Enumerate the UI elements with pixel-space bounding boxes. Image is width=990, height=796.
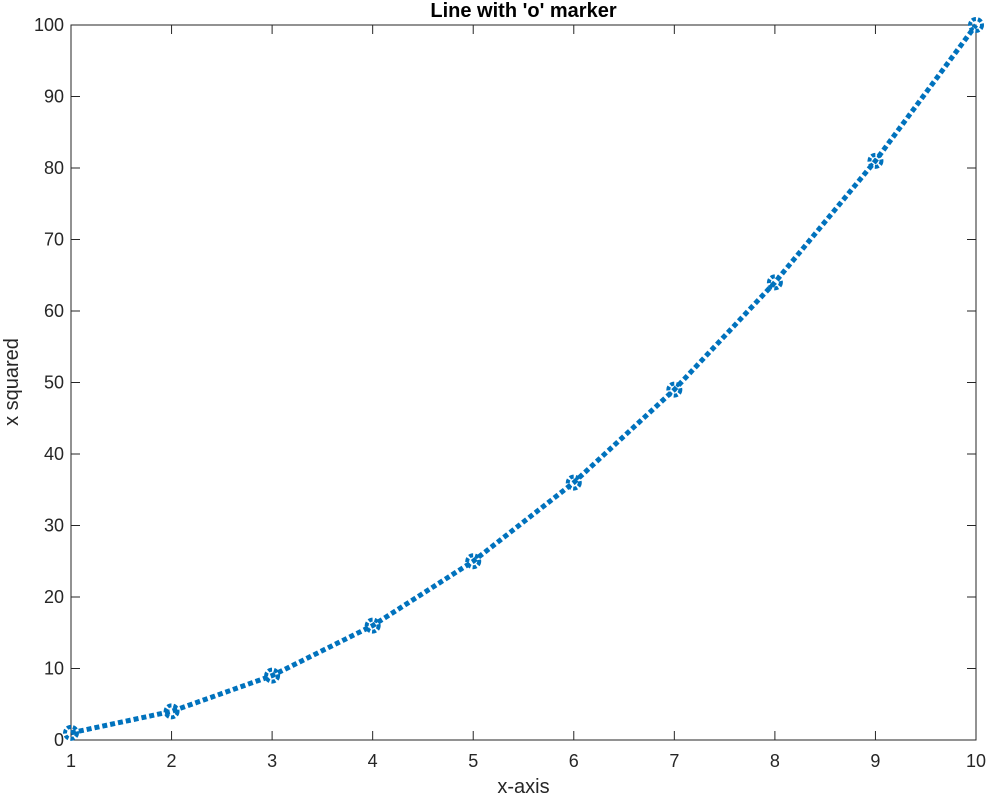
y-tick-label: 40: [44, 444, 64, 464]
y-tick-label: 70: [44, 230, 64, 250]
data-point-marker: [264, 667, 281, 684]
x-tick-label: 7: [669, 751, 679, 771]
x-tick-label: 2: [167, 751, 177, 771]
data-point-marker: [666, 381, 683, 398]
y-tick-label: 30: [44, 516, 64, 536]
x-tick-label: 1: [66, 751, 76, 771]
data-point-marker: [163, 703, 180, 720]
plot-area: [70, 24, 977, 741]
x-tick-label: 6: [569, 751, 579, 771]
x-tick-label: 8: [770, 751, 780, 771]
x-tick-label: 10: [966, 751, 986, 771]
data-point-marker: [968, 17, 984, 33]
y-tick-label: 50: [44, 373, 64, 393]
data-point-marker: [565, 474, 582, 491]
series-layer: [63, 17, 984, 741]
y-tick-label: 20: [44, 587, 64, 607]
y-tick-label: 80: [44, 158, 64, 178]
chart-title: Line with 'o' marker: [430, 0, 616, 22]
data-point-marker: [63, 724, 79, 741]
y-tick-label: 100: [34, 15, 64, 35]
axes-box: [70, 24, 977, 741]
y-tick-label: 90: [44, 87, 64, 107]
data-point-marker: [766, 274, 783, 291]
series-line: [70, 23, 979, 736]
x-tick-label: 5: [468, 751, 478, 771]
data-point-marker: [364, 617, 381, 634]
y-tick-label: 60: [44, 301, 64, 321]
y-tick-label: 10: [44, 659, 64, 679]
x-axis-label: x-axis: [497, 776, 549, 796]
x-tick-label: 4: [368, 751, 378, 771]
y-tick-label: 0: [54, 730, 64, 750]
x-tick-label: 9: [870, 751, 880, 771]
data-point-marker: [867, 152, 884, 169]
x-tick-label: 3: [267, 751, 277, 771]
data-point-marker: [465, 553, 482, 570]
y-axis-label: x squared: [1, 338, 23, 426]
